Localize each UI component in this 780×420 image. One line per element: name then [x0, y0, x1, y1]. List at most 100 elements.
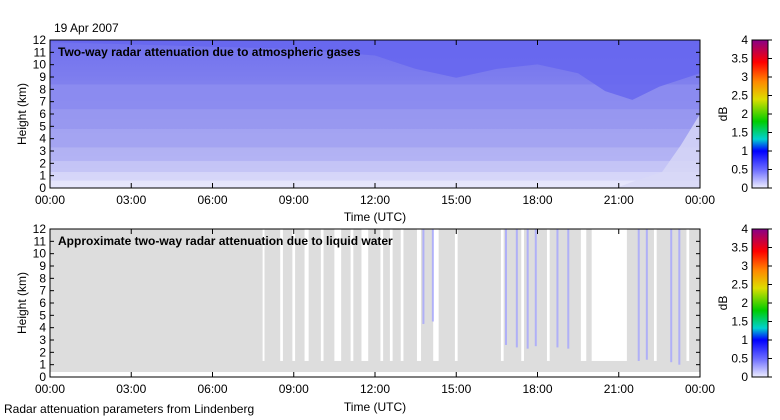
cloud-streak — [534, 229, 537, 347]
panel-gases-xlabel: Time (UTC) — [344, 210, 406, 224]
x-tick-label: 00:00 — [35, 382, 65, 396]
cloud-streak — [431, 229, 434, 322]
gas-contour-band — [50, 147, 700, 161]
panel-gases-x-axis: 00:00 03:00 06:00 09:00 12:00 15:00 18:00 21:00… — [35, 40, 715, 207]
y-tick-label: 10 — [33, 247, 47, 261]
no-data-gap — [280, 229, 283, 361]
x-tick-label: 15:00 — [441, 193, 471, 207]
y-tick-label: 12 — [33, 222, 47, 236]
colorbar-tick-label: 0 — [741, 181, 748, 195]
colorbar-tick-label: 3.5 — [731, 241, 748, 255]
y-tick-label: 7 — [39, 284, 46, 298]
cloud-streak — [670, 229, 673, 363]
no-data-gap — [500, 229, 504, 361]
colorbar-tick-label: 0.5 — [731, 163, 748, 177]
x-tick-label: 00:00 — [35, 193, 65, 207]
gas-contour-bands — [50, 84, 700, 188]
x-tick-label: 15:00 — [441, 382, 471, 396]
colorbar-liquid-label: dB — [716, 296, 730, 311]
y-tick-label: 11 — [34, 45, 47, 59]
gas-high-attenuation-region — [50, 40, 700, 100]
cloud-streak — [422, 229, 425, 324]
y-tick-label: 5 — [39, 119, 46, 133]
no-data-gap — [262, 229, 265, 361]
x-tick-label: 09:00 — [279, 382, 309, 396]
panel-gases-ylabel: Height (km) — [15, 83, 29, 145]
panel-liquid: Approximate two-way radar attenuation du… — [15, 222, 715, 414]
colorbar-tick-label: 0 — [741, 370, 748, 384]
no-data-gap — [433, 229, 439, 361]
gas-contour-band — [50, 160, 700, 172]
cloud-streak — [567, 229, 570, 349]
colorbar-tick-label: 1 — [741, 144, 748, 158]
no-data-gap — [521, 229, 524, 361]
x-tick-label: 00:00 — [685, 193, 715, 207]
colorbar-tick-label: 3 — [741, 259, 748, 273]
y-tick-label: 3 — [39, 333, 46, 347]
no-data-gap — [320, 229, 324, 361]
no-data-gap — [653, 229, 657, 361]
colorbar-gases-gradient — [751, 39, 769, 189]
colorbar-tick-label: 0.5 — [731, 352, 748, 366]
no-data-gap — [334, 229, 342, 361]
x-tick-label: 03:00 — [116, 193, 146, 207]
colorbar-liquid-ticks: 0 0.5 1 1.5 2 2.5 3 3.5 4 — [731, 222, 772, 384]
cloud-streak — [515, 229, 518, 348]
no-data-gap — [686, 229, 690, 361]
gas-contour-band — [50, 171, 700, 181]
colorbar-tick-label: 2.5 — [731, 278, 748, 292]
y-tick-label: 5 — [39, 308, 46, 322]
colorbar-gases-label: dB — [716, 107, 730, 122]
liquid-no-data-gaps — [262, 229, 690, 361]
panel-gases: Two-way radar attenuation due to atmosph… — [15, 33, 715, 224]
no-data-gap — [454, 229, 458, 361]
x-tick-label: 21:00 — [604, 193, 634, 207]
cloud-streak — [556, 229, 559, 348]
colorbar-tick-label: 4 — [741, 222, 748, 236]
no-data-gap — [416, 229, 422, 361]
colorbar-liquid: 0 0.5 1 1.5 2 2.5 3 3.5 4 dB — [716, 222, 772, 384]
no-data-gap — [361, 229, 369, 361]
cloud-streak — [645, 229, 648, 360]
y-tick-label: 8 — [39, 271, 46, 285]
x-tick-label: 18:00 — [522, 193, 552, 207]
gas-low-attenuation-corner — [616, 114, 700, 188]
y-tick-label: 2 — [39, 156, 46, 170]
no-data-gap — [400, 229, 404, 361]
colorbar-tick-label: 2.5 — [731, 89, 748, 103]
colorbar-tick-label: 1.5 — [731, 126, 748, 140]
footer-text: Radar attenuation parameters from Linden… — [4, 402, 254, 416]
panel-gases-title: Two-way radar attenuation due to atmosph… — [58, 45, 361, 59]
y-tick-label: 12 — [33, 33, 47, 47]
no-data-gap — [304, 229, 309, 361]
x-tick-label: 00:00 — [685, 382, 715, 396]
cloud-streak — [678, 229, 681, 365]
y-tick-label: 3 — [39, 144, 46, 158]
no-data-gap — [389, 229, 393, 361]
y-tick-label: 6 — [39, 107, 46, 121]
y-tick-label: 2 — [39, 345, 46, 359]
x-tick-label: 12:00 — [360, 193, 390, 207]
y-tick-label: 9 — [39, 70, 46, 84]
y-tick-label: 4 — [39, 132, 46, 146]
colorbar-tick-label: 3.5 — [731, 52, 748, 66]
colorbar-tick-label: 2 — [741, 296, 748, 310]
y-tick-label: 0 — [39, 181, 46, 195]
y-tick-label: 11 — [34, 234, 47, 248]
no-data-gap — [591, 229, 627, 361]
no-data-gap — [546, 229, 550, 361]
panel-liquid-ylabel: Height (km) — [15, 272, 29, 334]
colorbar-tick-label: 2 — [741, 107, 748, 121]
date-label: 19 Apr 2007 — [54, 21, 119, 35]
cloud-streak — [637, 229, 640, 361]
colorbar-tick-label: 3 — [741, 70, 748, 84]
x-tick-label: 18:00 — [522, 382, 552, 396]
panel-liquid-title: Approximate two-way radar attenuation du… — [58, 234, 393, 248]
x-tick-label: 21:00 — [604, 382, 634, 396]
y-tick-label: 10 — [33, 58, 47, 72]
colorbar-tick-label: 1 — [741, 333, 748, 347]
